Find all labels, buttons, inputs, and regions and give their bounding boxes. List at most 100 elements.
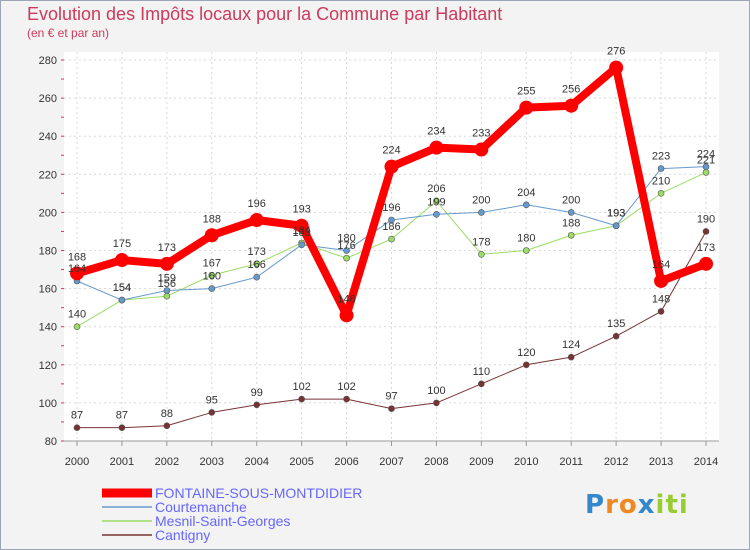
data-label: 99 bbox=[251, 387, 263, 399]
brand-letter: t bbox=[665, 490, 679, 520]
plot-area bbox=[64, 52, 719, 441]
data-point bbox=[253, 260, 261, 268]
data-label: 221 bbox=[697, 154, 715, 166]
data-point bbox=[478, 380, 485, 388]
data-label: 97 bbox=[385, 391, 397, 403]
x-tick-label: 2013 bbox=[649, 456, 673, 468]
data-label: 87 bbox=[116, 410, 128, 422]
brand-logo: Proxiti bbox=[585, 490, 689, 520]
data-point bbox=[253, 273, 261, 281]
data-label: 102 bbox=[337, 381, 355, 393]
series-courtemanche bbox=[73, 163, 710, 304]
data-point bbox=[388, 235, 395, 243]
y-tick-label: 80 bbox=[45, 436, 57, 448]
data-label: 188 bbox=[203, 213, 221, 225]
data-label: 233 bbox=[472, 128, 490, 140]
data-point bbox=[118, 424, 126, 431]
data-point bbox=[522, 361, 530, 369]
legend-entry: Mesnil-Saint-Georges bbox=[155, 513, 290, 529]
y-tick-label: 240 bbox=[39, 131, 57, 143]
y-tick-label: 160 bbox=[39, 284, 57, 296]
data-point bbox=[114, 253, 129, 268]
data-label: 102 bbox=[292, 381, 310, 393]
data-label: 210 bbox=[652, 175, 670, 187]
data-point bbox=[253, 401, 261, 409]
legend-entry: Cantigny bbox=[155, 527, 210, 543]
data-labels-mesnil-saint-georges: 140 154 156 167 173 184 176 186 206 178 180 188 193 2… bbox=[68, 154, 715, 320]
data-label: 110 bbox=[473, 366, 491, 378]
data-label: 146 bbox=[337, 293, 355, 305]
data-label: 180 bbox=[517, 233, 535, 245]
chart-subtitle: (en € et par an) bbox=[27, 26, 110, 40]
data-point bbox=[433, 211, 440, 218]
data-label: 87 bbox=[71, 410, 83, 422]
x-tick-label: 2005 bbox=[289, 456, 313, 468]
data-point bbox=[73, 424, 81, 431]
data-point bbox=[159, 256, 174, 271]
data-point bbox=[433, 197, 440, 205]
data-label: 234 bbox=[427, 126, 445, 138]
data-point bbox=[567, 209, 575, 216]
data-label: 159 bbox=[158, 273, 176, 285]
brand-letter: i bbox=[678, 490, 689, 520]
data-label: 173 bbox=[158, 242, 176, 254]
data-point bbox=[294, 218, 309, 233]
data-point bbox=[343, 247, 350, 254]
x-tick-label: 2012 bbox=[604, 456, 628, 468]
data-point bbox=[388, 405, 395, 412]
data-label: 188 bbox=[562, 217, 580, 229]
data-point bbox=[612, 332, 620, 340]
data-label: 120 bbox=[517, 347, 535, 359]
data-point bbox=[70, 266, 84, 281]
data-label: 184 bbox=[292, 225, 310, 237]
data-point bbox=[522, 201, 530, 209]
data-label: 173 bbox=[697, 242, 715, 254]
data-label: 193 bbox=[607, 208, 625, 220]
data-point bbox=[343, 254, 350, 262]
data-label: 175 bbox=[113, 238, 131, 250]
brand-letter: r bbox=[605, 490, 619, 520]
data-point bbox=[654, 273, 669, 288]
data-label: 186 bbox=[382, 221, 400, 233]
data-point bbox=[478, 251, 485, 258]
brand-letter: o bbox=[618, 490, 638, 520]
y-tick-label: 220 bbox=[39, 169, 57, 181]
data-point bbox=[609, 60, 624, 75]
data-label: 190 bbox=[697, 213, 715, 225]
data-label: 154 bbox=[113, 282, 131, 294]
data-label: 100 bbox=[427, 385, 445, 397]
x-tick-label: 2000 bbox=[65, 456, 89, 468]
y-tick-label: 140 bbox=[39, 322, 57, 334]
data-point bbox=[298, 241, 305, 249]
y-tick-label: 120 bbox=[39, 360, 57, 372]
x-tick-label: 2008 bbox=[424, 456, 448, 468]
data-label: 224 bbox=[382, 145, 400, 157]
data-label: 95 bbox=[206, 394, 218, 406]
x-tick-label: 2014 bbox=[694, 456, 718, 468]
x-tick-label: 2004 bbox=[244, 456, 268, 468]
legend-entry: FONTAINE-SOUS-MONTDIDIER bbox=[155, 485, 362, 501]
data-label: 196 bbox=[248, 198, 266, 210]
brand-letter: i bbox=[655, 490, 666, 520]
data-label: 193 bbox=[607, 208, 625, 220]
data-point bbox=[339, 308, 354, 323]
data-label: 255 bbox=[517, 86, 535, 98]
brand-letter: P bbox=[585, 490, 606, 520]
data-labels-cantigny: 87 87 88 95 99 102 102 97 100 110 120 124 135 148 190 bbox=[71, 213, 715, 421]
x-tick-label: 2009 bbox=[469, 456, 493, 468]
data-point bbox=[204, 228, 219, 243]
data-label: 178 bbox=[472, 236, 490, 248]
x-tick-label: 2003 bbox=[200, 456, 224, 468]
data-point bbox=[657, 308, 665, 315]
y-tick-label: 180 bbox=[39, 246, 57, 258]
data-label: 196 bbox=[382, 202, 400, 214]
data-label: 167 bbox=[203, 257, 221, 269]
series-fontaine-sous-montdidier bbox=[70, 60, 713, 323]
data-point bbox=[699, 256, 713, 271]
data-label: 200 bbox=[472, 194, 490, 206]
data-label: 168 bbox=[68, 251, 86, 263]
data-point bbox=[118, 296, 126, 304]
data-label: 166 bbox=[248, 259, 266, 271]
data-point bbox=[478, 209, 485, 216]
